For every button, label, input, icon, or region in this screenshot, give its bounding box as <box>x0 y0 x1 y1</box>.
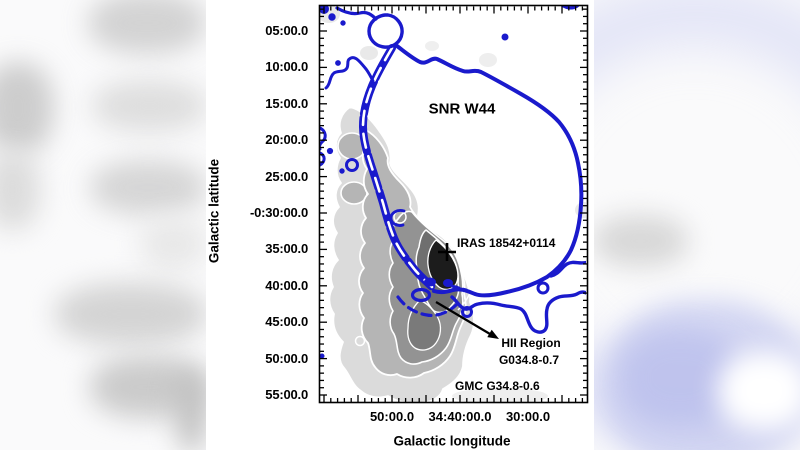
blur-blob <box>88 0 206 54</box>
annotation-snr-w44: SNR W44 <box>428 100 496 118</box>
blur-blob <box>92 80 207 132</box>
y-tick-label: 15:00.0 <box>265 96 308 111</box>
blur-blob <box>0 62 54 154</box>
annotation-iras: IRAS 18542+0114 <box>457 236 556 250</box>
annotation-gmc: GMC G34.8-0.6 <box>455 379 540 393</box>
y-tick-label: 45:00.0 <box>265 314 308 329</box>
blur-blob <box>55 283 207 345</box>
x-tick-label: 30:00.0 <box>505 409 551 424</box>
blur-blob <box>176 368 207 450</box>
x-axis-title: Galactic longitude <box>393 433 511 449</box>
y-tick-label: 20:00.0 <box>265 132 308 147</box>
blur-blob <box>718 352 800 430</box>
y-tick-label: 35:00.0 <box>265 241 308 256</box>
blur-blob <box>0 150 40 230</box>
blur-blob <box>90 160 207 215</box>
y-tick-label: 10:00.0 <box>265 59 308 74</box>
blur-blob <box>140 218 207 270</box>
y-tick-label: 05:00.0 <box>265 23 308 38</box>
blur-blob <box>593 215 688 267</box>
annotation-hii-region-line2: G034.8-0.7 <box>498 353 560 367</box>
x-tick-label: 34:40:00.0 <box>428 409 492 424</box>
x-tick-label: 50:00.0 <box>369 409 415 424</box>
y-tick-label: 40:00.0 <box>265 278 308 293</box>
y-axis-title: Galactic latitude <box>206 158 222 264</box>
y-tick-label: -0:30:00.0 <box>250 205 308 220</box>
y-tick-label: 50:00.0 <box>265 351 308 366</box>
y-tick-label: 55:00.0 <box>265 387 308 402</box>
y-tick-label: 25:00.0 <box>265 169 308 184</box>
annotation-hii-region-line1: HII Region <box>501 336 561 350</box>
